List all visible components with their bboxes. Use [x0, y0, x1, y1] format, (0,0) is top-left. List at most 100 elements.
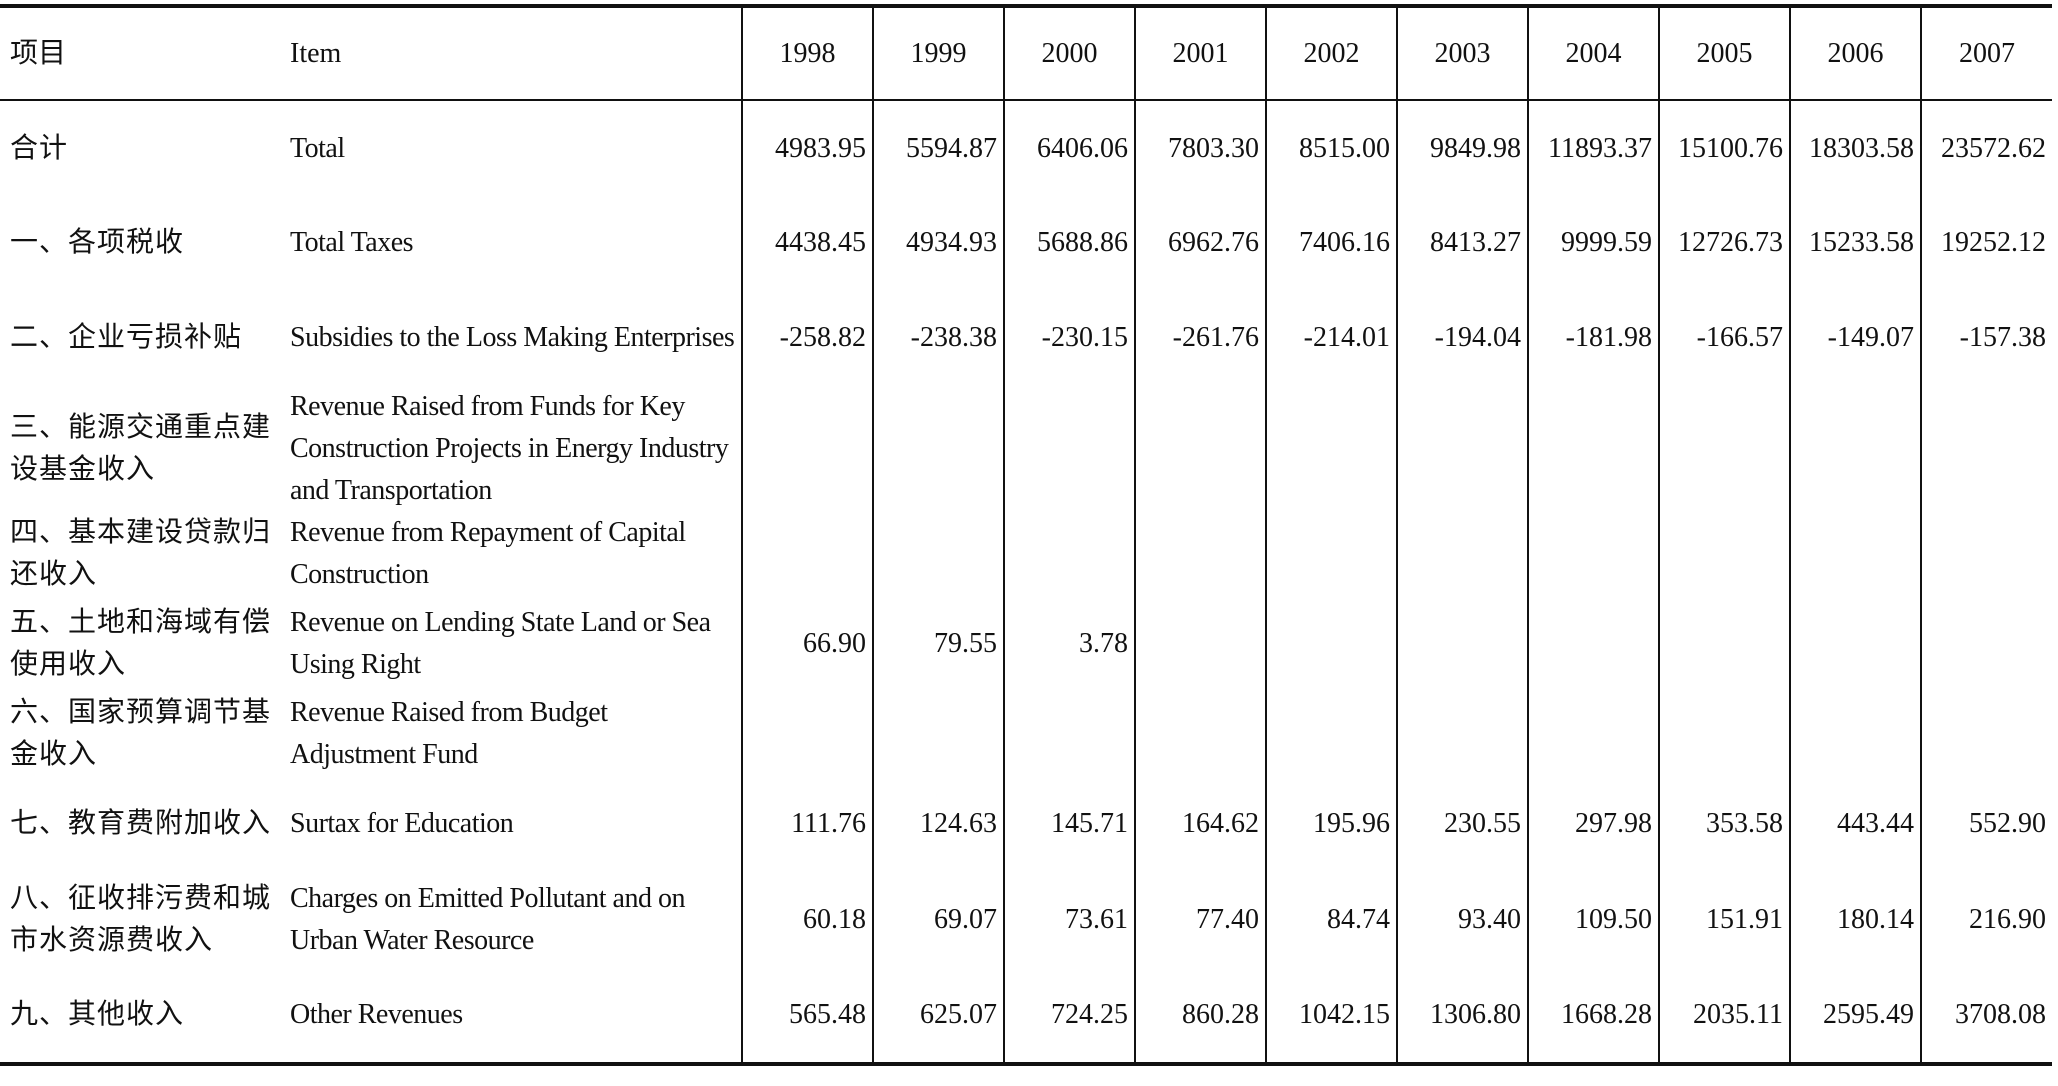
value-cell: -157.38 [1920, 290, 2052, 386]
value-cell: -194.04 [1396, 290, 1528, 386]
header-year: 2002 [1265, 4, 1397, 101]
value-cell: 2035.11 [1658, 968, 1790, 1066]
value-cell [1527, 692, 1659, 776]
row-label-en: Revenue Raised from Budget Adjustment Fu… [290, 697, 608, 770]
value-cell: 1042.15 [1265, 968, 1397, 1066]
row-label-en: Charges on Emitted Pollutant and on Urba… [290, 883, 685, 956]
header-row: 项目 Item 1998 1999 2000 2001 2002 2003 20… [0, 4, 2052, 101]
table-row: 五、土地和海域有偿使用收入 Revenue on Lending State La… [0, 596, 2052, 692]
value-cell: 145.71 [1003, 776, 1135, 872]
table-row: 四、基本建设贷款归还收入 Revenue from Repayment of Ca… [0, 512, 2052, 596]
table-row: 三、能源交通重点建设基金收入 Revenue Raised from Funds … [0, 386, 2052, 512]
table-row: 一、各项税收 Total Taxes 4438.45 4934.93 5688.86 69… [0, 196, 2052, 290]
value-cell [1658, 692, 1790, 776]
value-cell: 353.58 [1658, 776, 1790, 872]
row-label-cn: 一、各项税收 [10, 227, 185, 258]
value-cell [1134, 512, 1266, 596]
value-cell: 77.40 [1134, 872, 1266, 968]
value-cell: 7406.16 [1265, 196, 1397, 290]
value-cell: 1306.80 [1396, 968, 1528, 1066]
row-label-en: Surtax for Education [290, 808, 514, 839]
value-cell [1396, 512, 1528, 596]
value-cell: 124.63 [872, 776, 1004, 872]
value-cell: -166.57 [1658, 290, 1790, 386]
value-cell [1134, 596, 1266, 692]
header-year: 1999 [872, 4, 1004, 101]
value-cell: 3708.08 [1920, 968, 2052, 1066]
value-cell: 216.90 [1920, 872, 2052, 968]
value-cell [1396, 386, 1528, 512]
row-label-cn: 合计 [10, 132, 69, 164]
value-cell [1789, 386, 1921, 512]
value-cell [1527, 386, 1659, 512]
value-cell: -149.07 [1789, 290, 1921, 386]
value-cell [1658, 512, 1790, 596]
value-cell: 3.78 [1003, 596, 1135, 692]
row-label-en: Revenue Raised from Funds for Key Constr… [290, 391, 729, 506]
value-cell: 15233.58 [1789, 196, 1921, 290]
value-cell [1658, 386, 1790, 512]
value-cell: 151.91 [1658, 872, 1790, 968]
value-cell: 443.44 [1789, 776, 1921, 872]
value-cell [1265, 512, 1397, 596]
value-cell [1658, 596, 1790, 692]
value-cell [1003, 386, 1135, 512]
header-item-en: Item [280, 4, 742, 101]
value-cell: 4934.93 [872, 196, 1004, 290]
value-cell [872, 512, 1004, 596]
value-cell: 79.55 [872, 596, 1004, 692]
table-row: 九、其他收入 Other Revenues 565.48 625.07 724.25 86… [0, 968, 2052, 1066]
value-cell [1920, 386, 2052, 512]
value-cell [741, 692, 873, 776]
row-label-en: Total Taxes [290, 227, 414, 258]
value-cell: 625.07 [872, 968, 1004, 1066]
value-cell: -230.15 [1003, 290, 1135, 386]
header-year: 2004 [1527, 4, 1659, 101]
value-cell: 195.96 [1265, 776, 1397, 872]
row-label-en: Total [290, 132, 345, 164]
value-cell [872, 386, 1004, 512]
value-cell [1134, 692, 1266, 776]
value-cell: 5594.87 [872, 100, 1004, 196]
value-cell [1265, 386, 1397, 512]
value-cell: 109.50 [1527, 872, 1659, 968]
value-cell: 4438.45 [741, 196, 873, 290]
value-cell: 860.28 [1134, 968, 1266, 1066]
header-year: 2005 [1658, 4, 1790, 101]
value-cell [1920, 512, 2052, 596]
value-cell [1265, 596, 1397, 692]
header-year: 2007 [1920, 4, 2052, 101]
value-cell: 23572.62 [1920, 100, 2052, 196]
value-cell: 2595.49 [1789, 968, 1921, 1066]
header-year: 1998 [741, 4, 873, 101]
value-cell: 84.74 [1265, 872, 1397, 968]
value-cell [1789, 512, 1921, 596]
value-cell: 69.07 [872, 872, 1004, 968]
table-row: 七、教育费附加收入 Surtax for Education 111.76 124.6… [0, 776, 2052, 872]
value-cell: 297.98 [1527, 776, 1659, 872]
value-cell: 18303.58 [1789, 100, 1921, 196]
value-cell [1789, 596, 1921, 692]
value-cell [1789, 692, 1921, 776]
header-year: 2001 [1134, 4, 1266, 101]
value-cell [1527, 596, 1659, 692]
value-cell: 66.90 [741, 596, 873, 692]
value-cell: 1668.28 [1527, 968, 1659, 1066]
value-cell [1396, 692, 1528, 776]
value-cell [1920, 596, 2052, 692]
value-cell [1003, 512, 1135, 596]
value-cell: 111.76 [741, 776, 873, 872]
value-cell: 6406.06 [1003, 100, 1135, 196]
header-year: 2006 [1789, 4, 1921, 101]
value-cell: 7803.30 [1134, 100, 1266, 196]
value-cell [1920, 692, 2052, 776]
row-label-cn: 三、能源交通重点建设基金收入 [10, 412, 272, 485]
value-cell: 565.48 [741, 968, 873, 1066]
row-label-en: Subsidies to the Loss Making Enterprises [290, 322, 735, 353]
row-label-cn: 五、土地和海域有偿使用收入 [10, 607, 272, 680]
row-label-cn: 七、教育费附加收入 [10, 808, 272, 839]
value-cell: -238.38 [872, 290, 1004, 386]
row-label-cn: 六、国家预算调节基金收入 [10, 697, 272, 770]
value-cell: 93.40 [1396, 872, 1528, 968]
